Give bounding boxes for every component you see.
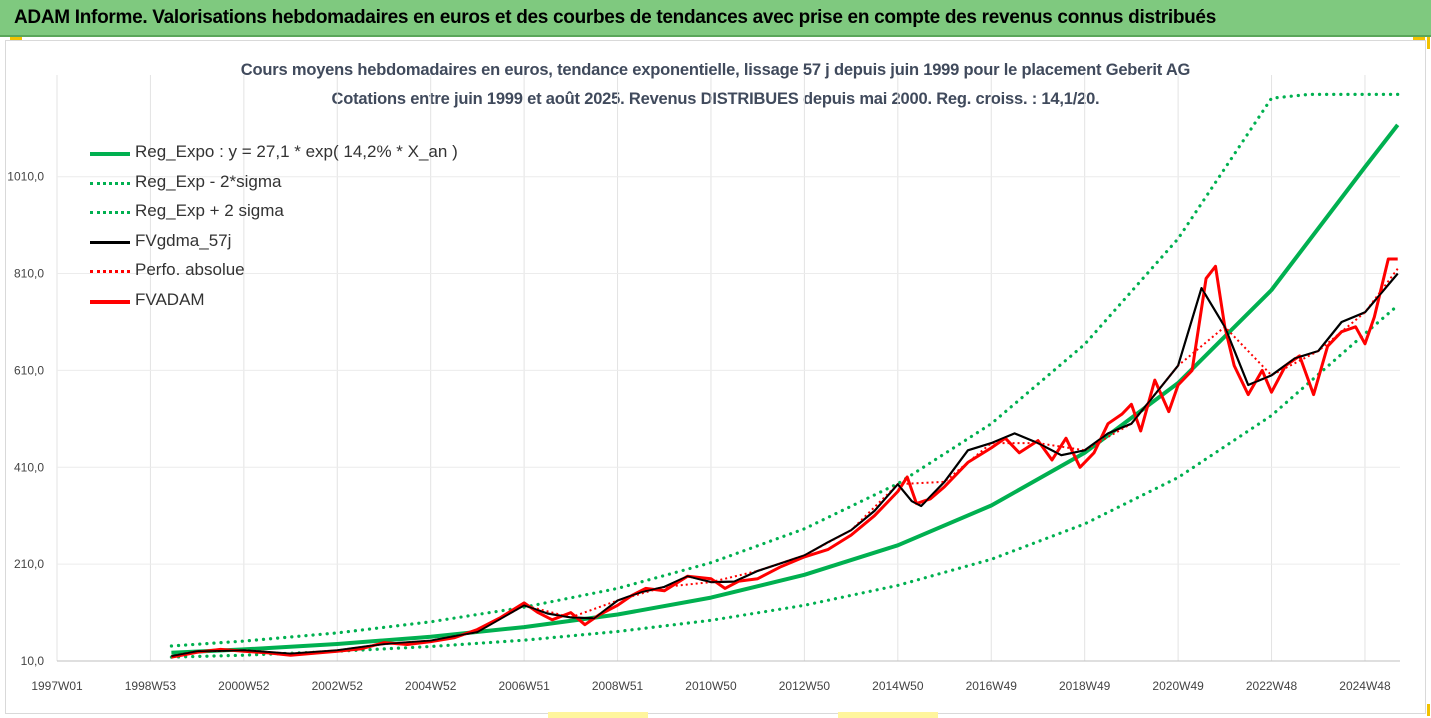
legend-label: Reg_Exp + 2 sigma xyxy=(135,201,284,220)
legend-swatch xyxy=(90,240,130,244)
series-line-4 xyxy=(171,268,1399,658)
x-tick-label: 2012W50 xyxy=(779,679,831,693)
legend-label: Reg_Expo : y = 27,1 * exp( 14,2% * X_an … xyxy=(135,142,458,161)
x-tick-label: 2016W49 xyxy=(966,679,1018,693)
chart-title: Cours moyens hebdomadaires en euros, ten… xyxy=(240,61,1191,79)
y-tick-label: 1010,0 xyxy=(7,170,44,184)
header-bar: ADAM Informe. Valorisations hebdomadaire… xyxy=(0,0,1431,37)
legend-swatch xyxy=(90,211,130,214)
x-tick-label: 2002W52 xyxy=(312,679,364,693)
chart-subtitle: Cotations entre juin 1999 et août 2025. … xyxy=(331,90,1100,108)
x-tick-label: 2014W50 xyxy=(872,679,924,693)
y-tick-label: 210,0 xyxy=(14,557,44,571)
corner-marker xyxy=(1413,37,1425,40)
legend-label: FVgdma_57j xyxy=(135,230,232,250)
chart-frame xyxy=(5,40,1426,714)
x-tick-label: 2004W52 xyxy=(405,679,457,693)
series-line-5 xyxy=(171,257,1398,659)
x-tick-label: 2008W51 xyxy=(592,679,644,693)
x-tick-label: 2018W49 xyxy=(1059,679,1111,693)
corner-marker xyxy=(1427,704,1430,716)
legend-swatch xyxy=(90,270,130,273)
x-tick-label: 1997W01 xyxy=(31,679,83,693)
legend-swatch xyxy=(90,299,130,304)
legend-label: FVADAM xyxy=(135,289,205,309)
x-tick-label: 1998W53 xyxy=(125,679,177,693)
y-tick-label: 610,0 xyxy=(14,363,44,377)
scroll-marker xyxy=(838,712,938,718)
y-tick-label: 410,0 xyxy=(14,460,44,474)
legend-swatch xyxy=(90,152,130,156)
y-tick-label: 10,0 xyxy=(21,654,45,668)
x-tick-label: 2010W50 xyxy=(685,679,737,693)
corner-marker xyxy=(10,37,22,40)
corner-marker xyxy=(1427,37,1430,49)
x-tick-label: 2024W48 xyxy=(1339,679,1391,693)
x-tick-label: 2006W51 xyxy=(498,679,550,693)
series-line-3 xyxy=(171,272,1399,658)
legend-label: Reg_Exp - 2*sigma xyxy=(135,171,282,191)
legend-label: Perfo. absolue xyxy=(135,260,245,279)
series-line-1 xyxy=(169,303,1400,659)
series-line-0 xyxy=(171,123,1400,655)
header-title: ADAM Informe. Valorisations hebdomadaire… xyxy=(14,7,1216,28)
y-tick-label: 810,0 xyxy=(14,267,44,281)
scroll-marker xyxy=(548,712,648,718)
legend-swatch xyxy=(90,181,130,185)
x-tick-label: 2022W48 xyxy=(1246,679,1298,693)
x-tick-label: 2020W49 xyxy=(1152,679,1204,693)
series-line-3-overlay xyxy=(171,273,1399,657)
x-tick-label: 2000W52 xyxy=(218,679,270,693)
series-line-2 xyxy=(169,92,1400,648)
